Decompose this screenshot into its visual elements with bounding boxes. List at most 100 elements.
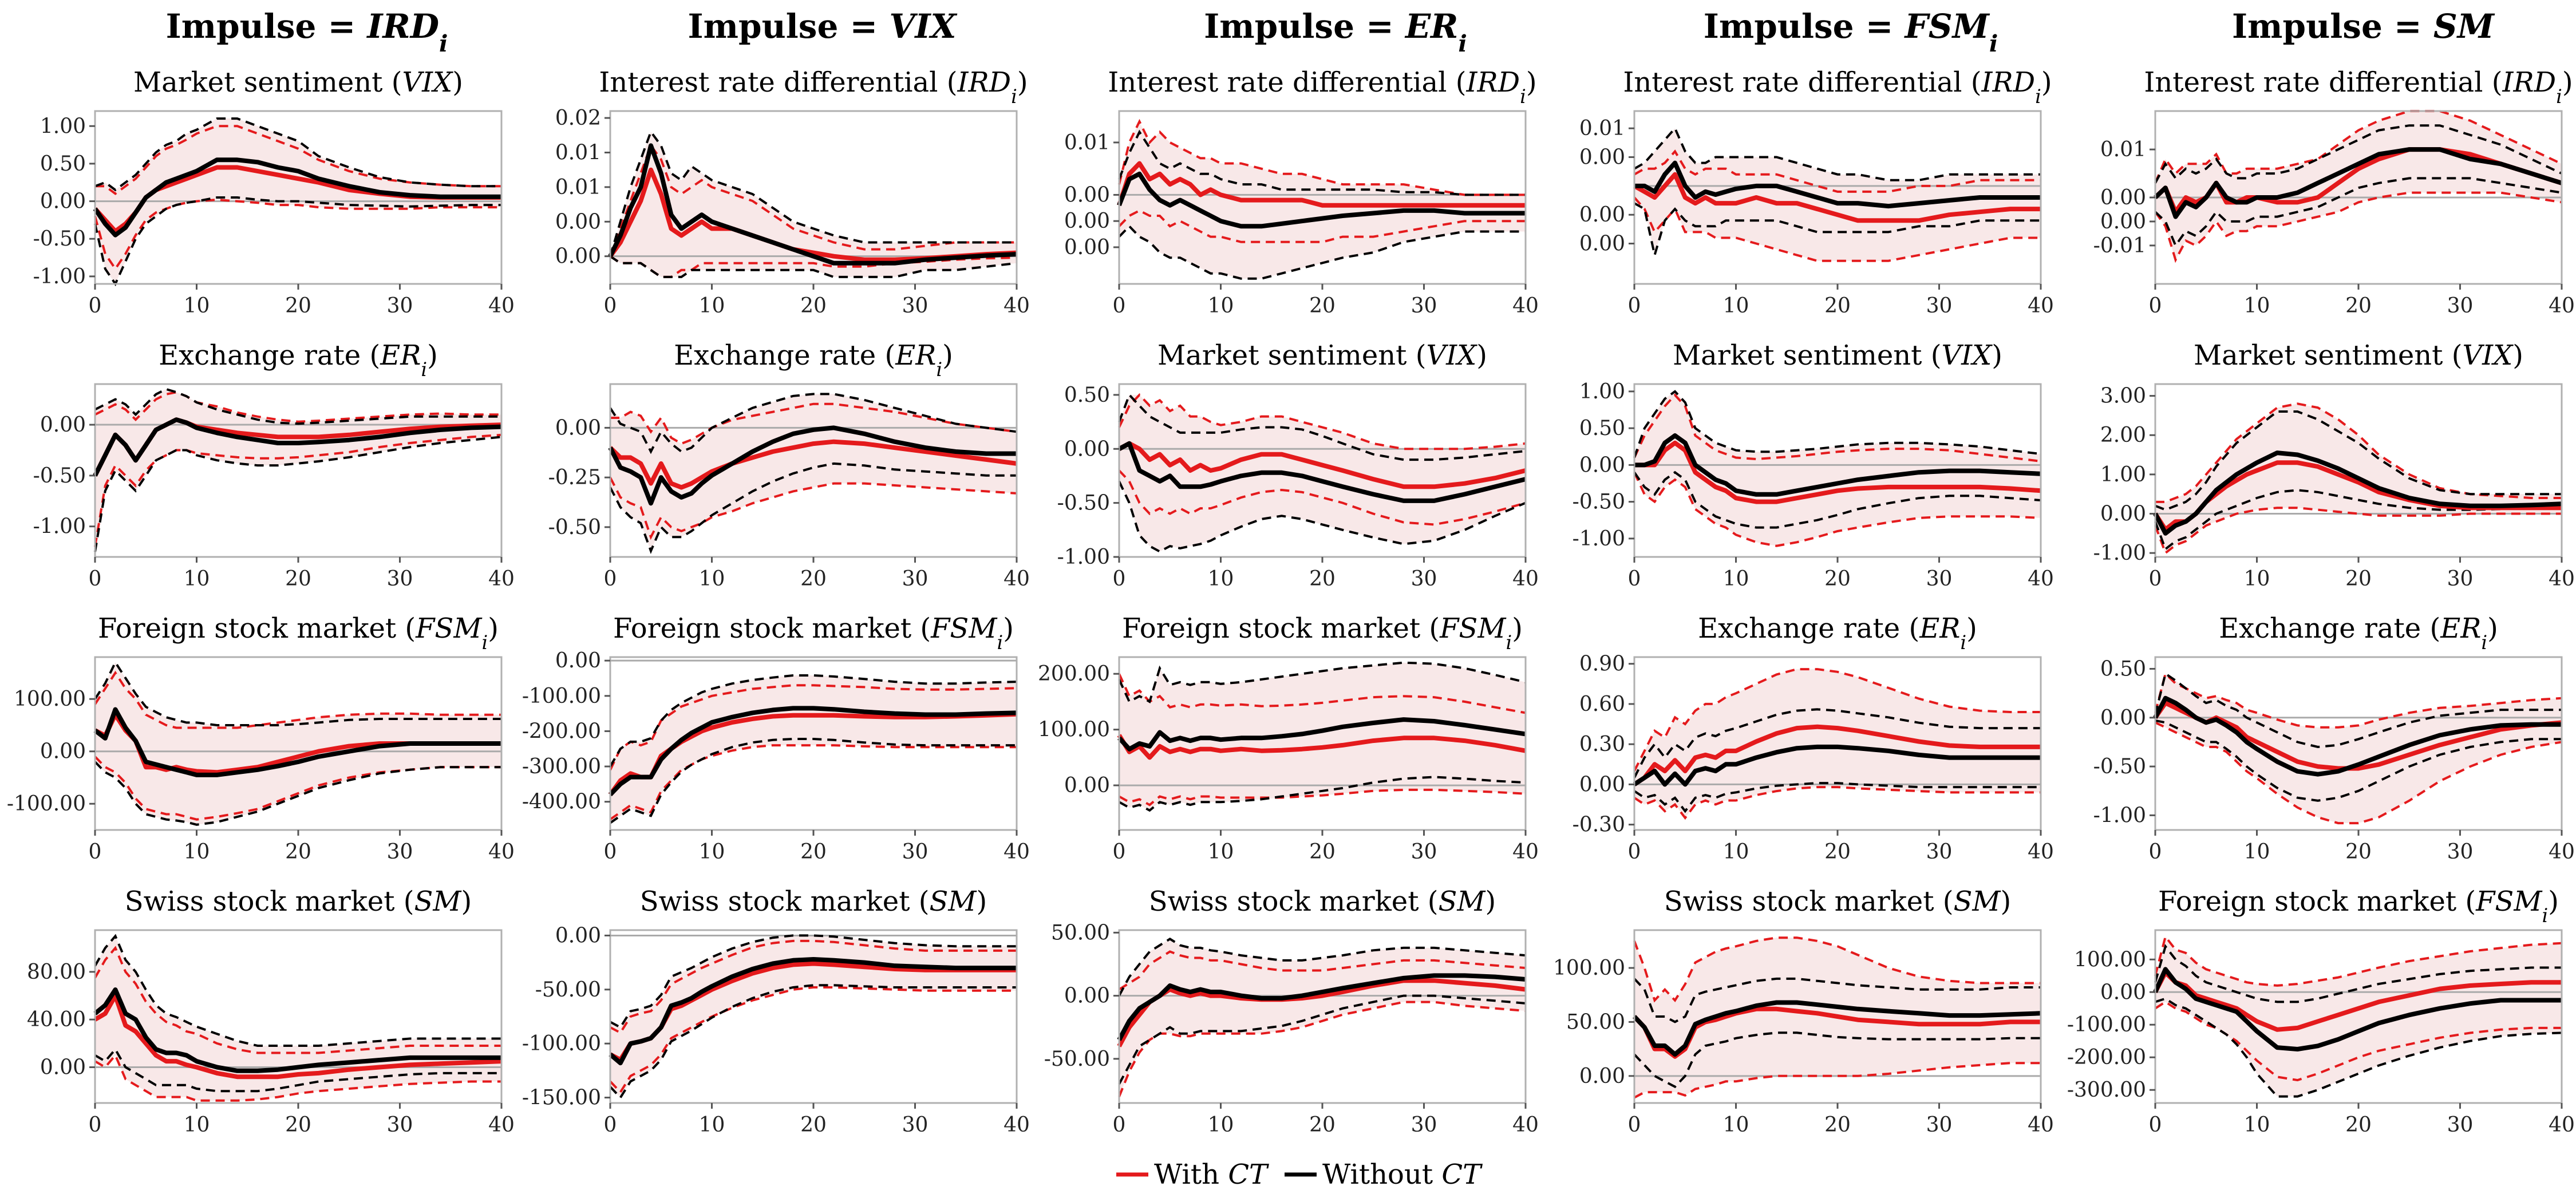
irf-panel: Market sentiment (VIX) 3.00 2.00 1.00 0.00 -1…	[2093, 339, 2575, 591]
without-ct-lower-bound	[2154, 177, 2562, 248]
with-ct-lower-bound	[2154, 1001, 2562, 1082]
y-tick-label: 0.00	[1064, 437, 1110, 461]
y-tick-label: -0.50	[1057, 492, 1110, 515]
without-ct-line	[609, 706, 1017, 797]
x-tick-label: 40	[2549, 1113, 2575, 1137]
without-ct-lower-bound	[1633, 470, 2041, 529]
without-ct-upper-bound	[1118, 393, 1526, 461]
irf-panel: Exchange rate (ERi) 0.50 0.00 -0.50 -1.000 10…	[2093, 612, 2575, 864]
x-tick-label: 40	[1003, 1113, 1030, 1137]
confidence-band	[2155, 674, 2562, 824]
y-tick-label: -200.00	[522, 719, 601, 743]
x-tick-label: 40	[2028, 840, 2054, 864]
y-tick-label: 100.00	[2074, 948, 2146, 971]
panel-title: Swiss stock market (SM)	[640, 885, 987, 918]
x-tick-label: 40	[488, 1113, 515, 1137]
without-ct-line	[608, 425, 1017, 506]
without-ct-lower-bound	[94, 436, 502, 552]
x-tick-label: 0	[89, 294, 102, 318]
x-tick-label: 20	[800, 840, 827, 864]
y-tick-label: -50.00	[535, 978, 601, 1002]
y-tick-label: 0.60	[1579, 693, 1625, 716]
without-ct-line	[93, 157, 501, 238]
with-ct-line	[2153, 970, 2562, 1032]
legend-with-ct-label: With CT	[1154, 1158, 1269, 1191]
without-ct-line	[1633, 744, 2041, 787]
x-tick-label: 10	[2244, 567, 2270, 591]
without-ct-line	[608, 143, 1017, 266]
panel-title: Foreign stock market (FSMi)	[2158, 885, 2559, 927]
without-ct-lower-bound	[609, 984, 1017, 1100]
y-tick-label: 0.00	[1064, 236, 1110, 259]
confidence-band	[95, 389, 501, 552]
without-ct-lower-bound	[1118, 224, 1526, 280]
with-ct-lower-bound	[609, 477, 1017, 540]
y-tick-label: 200.00	[1038, 662, 1110, 686]
x-tick-label: 10	[1208, 294, 1234, 318]
y-tick-label: 0.01	[1064, 131, 1110, 155]
confidence-band	[610, 394, 1017, 551]
y-tick-label: 0.01	[1579, 117, 1625, 140]
without-ct-line	[1634, 433, 2041, 497]
x-tick-label: 0	[1113, 840, 1126, 864]
with-ct-upper-bound	[94, 670, 501, 729]
x-tick-label: 30	[1926, 840, 1953, 864]
x-tick-label: 30	[387, 1113, 413, 1137]
confidence-band	[1634, 128, 2041, 261]
x-tick-label: 10	[1723, 567, 1749, 591]
y-tick-label: -1.00	[1573, 527, 1625, 551]
without-ct-upper-bound	[94, 934, 501, 1047]
y-tick-label: 0.00	[2100, 980, 2146, 1004]
y-tick-label: -0.50	[2093, 755, 2146, 778]
without-ct-line	[2153, 450, 2562, 536]
panel-title: Foreign stock market (FSMi)	[1122, 612, 1523, 654]
with-ct-upper-bound	[610, 402, 1017, 445]
y-tick-label: -100.00	[7, 792, 86, 816]
confidence-band	[2155, 111, 2562, 260]
y-tick-label: 0.50	[2100, 657, 2146, 681]
with-ct-lower-bound	[609, 744, 1017, 821]
with-ct-upper-bound	[1633, 936, 2041, 1003]
x-tick-label: 40	[2028, 1113, 2054, 1137]
x-tick-label: 40	[2028, 294, 2054, 318]
x-tick-label: 40	[2549, 567, 2575, 591]
x-tick-label: 10	[699, 294, 725, 318]
x-tick-label: 0	[1113, 567, 1126, 591]
without-ct-line	[1634, 160, 2041, 209]
y-tick-label: 0.01	[555, 141, 601, 164]
without-ct-line	[609, 957, 1017, 1066]
y-tick-label: -1.00	[2093, 541, 2146, 565]
panel-title: Interest rate differential (IRDi)	[599, 66, 1028, 108]
y-tick-label: -1.00	[1057, 545, 1110, 569]
y-tick-label: 0.00	[1064, 183, 1110, 207]
y-tick-label: -1.00	[33, 265, 86, 288]
without-ct-lower-bound	[1118, 481, 1526, 553]
with-ct-lower-bound	[94, 756, 501, 821]
y-tick-label: -100.00	[522, 1032, 601, 1055]
with-ct-lower-bound	[1633, 472, 2041, 547]
x-tick-label: 20	[800, 567, 827, 591]
with-ct-upper-bound	[94, 946, 501, 1054]
without-ct-lower-bound	[1634, 202, 2041, 256]
irf-panel: Interest rate differential (IRDi) 0.01 0.0…	[2093, 66, 2575, 318]
x-tick-label: 30	[1926, 1113, 1953, 1137]
with-ct-lower-bound	[1634, 1062, 2041, 1099]
x-tick-label: 0	[89, 1113, 102, 1137]
y-tick-label: 3.00	[2100, 385, 2146, 408]
without-ct-line	[1117, 973, 1526, 1041]
x-tick-label: 0	[1628, 294, 1641, 318]
y-tick-label: 0.00	[40, 740, 86, 764]
y-tick-label: 0.00	[40, 190, 86, 213]
x-tick-label: 10	[1723, 294, 1749, 318]
y-tick-label: 100.00	[1038, 718, 1110, 742]
x-tick-label: 10	[2244, 294, 2270, 318]
x-tick-label: 40	[488, 840, 515, 864]
with-ct-upper-bound	[1633, 393, 2041, 462]
x-tick-label: 30	[387, 567, 413, 591]
with-ct-line	[93, 993, 502, 1080]
y-tick-label: 50.00	[1051, 921, 1110, 944]
y-tick-label: 50.00	[1566, 1010, 1625, 1034]
panel-title: Market sentiment (VIX)	[1673, 339, 2002, 371]
x-tick-label: 20	[285, 567, 311, 591]
y-tick-label: 80.00	[27, 960, 86, 984]
